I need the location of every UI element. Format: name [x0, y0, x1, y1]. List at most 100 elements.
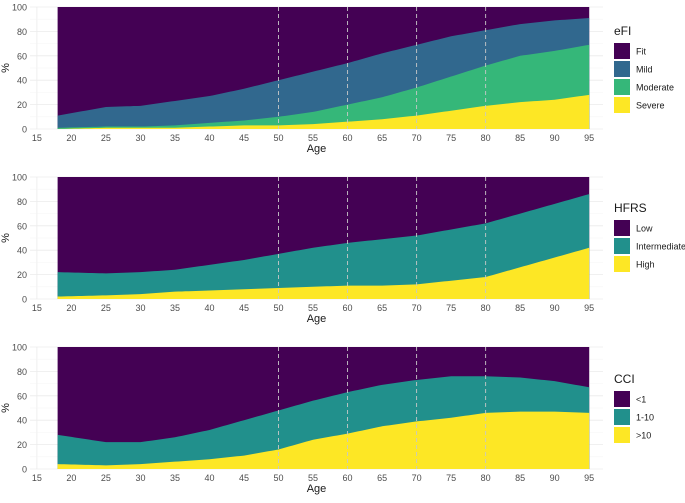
x-tick-label: 85	[515, 133, 525, 143]
x-tick-label: 40	[204, 473, 214, 483]
legend-swatch	[614, 391, 630, 407]
y-tick-label: 20	[17, 270, 27, 280]
y-tick-label: 80	[17, 27, 27, 37]
legend: HFRS Low Intermediate High	[614, 201, 685, 272]
y-tick-label: 60	[17, 391, 27, 401]
x-tick-label: 95	[584, 473, 594, 483]
x-tick-label: 20	[66, 133, 76, 143]
y-tick-label: 0	[22, 125, 27, 135]
y-tick-label: 80	[17, 367, 27, 377]
area-high	[57, 247, 590, 299]
legend-swatch	[614, 238, 630, 254]
x-tick-label: 60	[343, 133, 353, 143]
legend-label: <1	[636, 395, 646, 405]
area-severe	[57, 94, 590, 129]
chart-panel-efi: 0 20 40 60 80 100 15 20 25 30 35 40 45 50 55 60 65 70 75 80…	[0, 3, 674, 156]
y-tick-label: 100	[12, 173, 27, 183]
legend-label: Intermediate	[636, 242, 685, 252]
x-tick-label: 20	[66, 303, 76, 313]
x-axis-title: Age	[307, 313, 327, 325]
x-tick-label: 50	[274, 473, 284, 483]
x-axis-title: Age	[307, 143, 327, 155]
y-axis-title: %	[0, 63, 12, 73]
x-tick-label: 35	[170, 303, 180, 313]
legend-swatch	[614, 220, 630, 236]
x-tick-label: 35	[170, 133, 180, 143]
x-tick-label: 45	[239, 133, 249, 143]
x-tick-label: 90	[550, 133, 560, 143]
legend-label: Fit	[636, 47, 646, 57]
x-tick-label: 25	[101, 303, 111, 313]
y-tick-label: 0	[22, 465, 27, 475]
x-tick-label: 90	[550, 303, 560, 313]
legend-title: eFI	[614, 24, 631, 38]
x-tick-label: 60	[343, 303, 353, 313]
x-tick-label: 95	[584, 303, 594, 313]
legend-swatch	[614, 43, 630, 59]
x-tick-label: 20	[66, 473, 76, 483]
y-axis-title: %	[0, 403, 12, 413]
y-tick-label: 80	[17, 197, 27, 207]
y-tick-label: 40	[17, 246, 27, 256]
x-tick-label: 70	[412, 303, 422, 313]
x-tick-label: 55	[308, 473, 318, 483]
x-tick-label: 85	[515, 473, 525, 483]
legend-label: Low	[636, 224, 653, 234]
area--10	[57, 411, 590, 469]
chart-panel-cci: 0 20 40 60 80 100 15 20 25 30 35 40 45 50 55 60 65 70 75 80…	[0, 343, 654, 496]
x-tick-label: 55	[308, 133, 318, 143]
y-tick-label: 40	[17, 416, 27, 426]
x-tick-label: 30	[135, 303, 145, 313]
legend: CCI<1 1-10 >10	[614, 372, 654, 443]
legend: eFI Fit Mild Moderate Severe	[614, 24, 674, 113]
y-tick-label: 100	[12, 3, 27, 13]
y-tick-label: 40	[17, 76, 27, 86]
x-tick-label: 60	[343, 473, 353, 483]
x-tick-label: 35	[170, 473, 180, 483]
y-tick-label: 60	[17, 51, 27, 61]
x-tick-label: 40	[204, 303, 214, 313]
legend-title: CCI	[614, 372, 635, 386]
area-moderate	[57, 44, 590, 129]
x-tick-label: 55	[308, 303, 318, 313]
legend-swatch	[614, 256, 630, 272]
legend-label: Severe	[636, 101, 665, 111]
x-tick-label: 80	[481, 133, 491, 143]
legend-swatch	[614, 79, 630, 95]
y-tick-label: 20	[17, 100, 27, 110]
y-tick-label: 0	[22, 295, 27, 305]
legend-label: 1-10	[636, 413, 654, 423]
y-tick-label: 60	[17, 221, 27, 231]
x-tick-label: 80	[481, 303, 491, 313]
x-tick-label: 45	[239, 473, 249, 483]
x-tick-label: 45	[239, 303, 249, 313]
x-tick-label: 25	[101, 133, 111, 143]
x-tick-label: 90	[550, 473, 560, 483]
x-tick-label: 30	[135, 133, 145, 143]
area-intermediate	[57, 194, 590, 299]
x-tick-label: 65	[377, 133, 387, 143]
legend-title: HFRS	[614, 201, 647, 215]
x-tick-label: 40	[204, 133, 214, 143]
legend-label: >10	[636, 431, 651, 441]
x-axis-title: Age	[307, 483, 327, 495]
legend-swatch	[614, 97, 630, 113]
chart-panel-hfrs: 0 20 40 60 80 100 15 20 25 30 35 40 45 50 55 60 65 70 75 80…	[0, 173, 685, 326]
y-axis-title: %	[0, 233, 12, 243]
x-tick-label: 15	[32, 303, 42, 313]
x-tick-label: 65	[377, 473, 387, 483]
x-tick-label: 75	[446, 473, 456, 483]
legend-swatch	[614, 409, 630, 425]
x-tick-label: 15	[32, 473, 42, 483]
legend-swatch	[614, 61, 630, 77]
x-tick-label: 95	[584, 133, 594, 143]
y-tick-label: 100	[12, 343, 27, 353]
x-tick-label: 75	[446, 133, 456, 143]
x-tick-label: 15	[32, 133, 42, 143]
y-tick-label: 20	[17, 440, 27, 450]
legend-label: Moderate	[636, 83, 674, 93]
legend-label: Mild	[636, 65, 653, 75]
x-tick-label: 80	[481, 473, 491, 483]
legend-label: High	[636, 260, 655, 270]
